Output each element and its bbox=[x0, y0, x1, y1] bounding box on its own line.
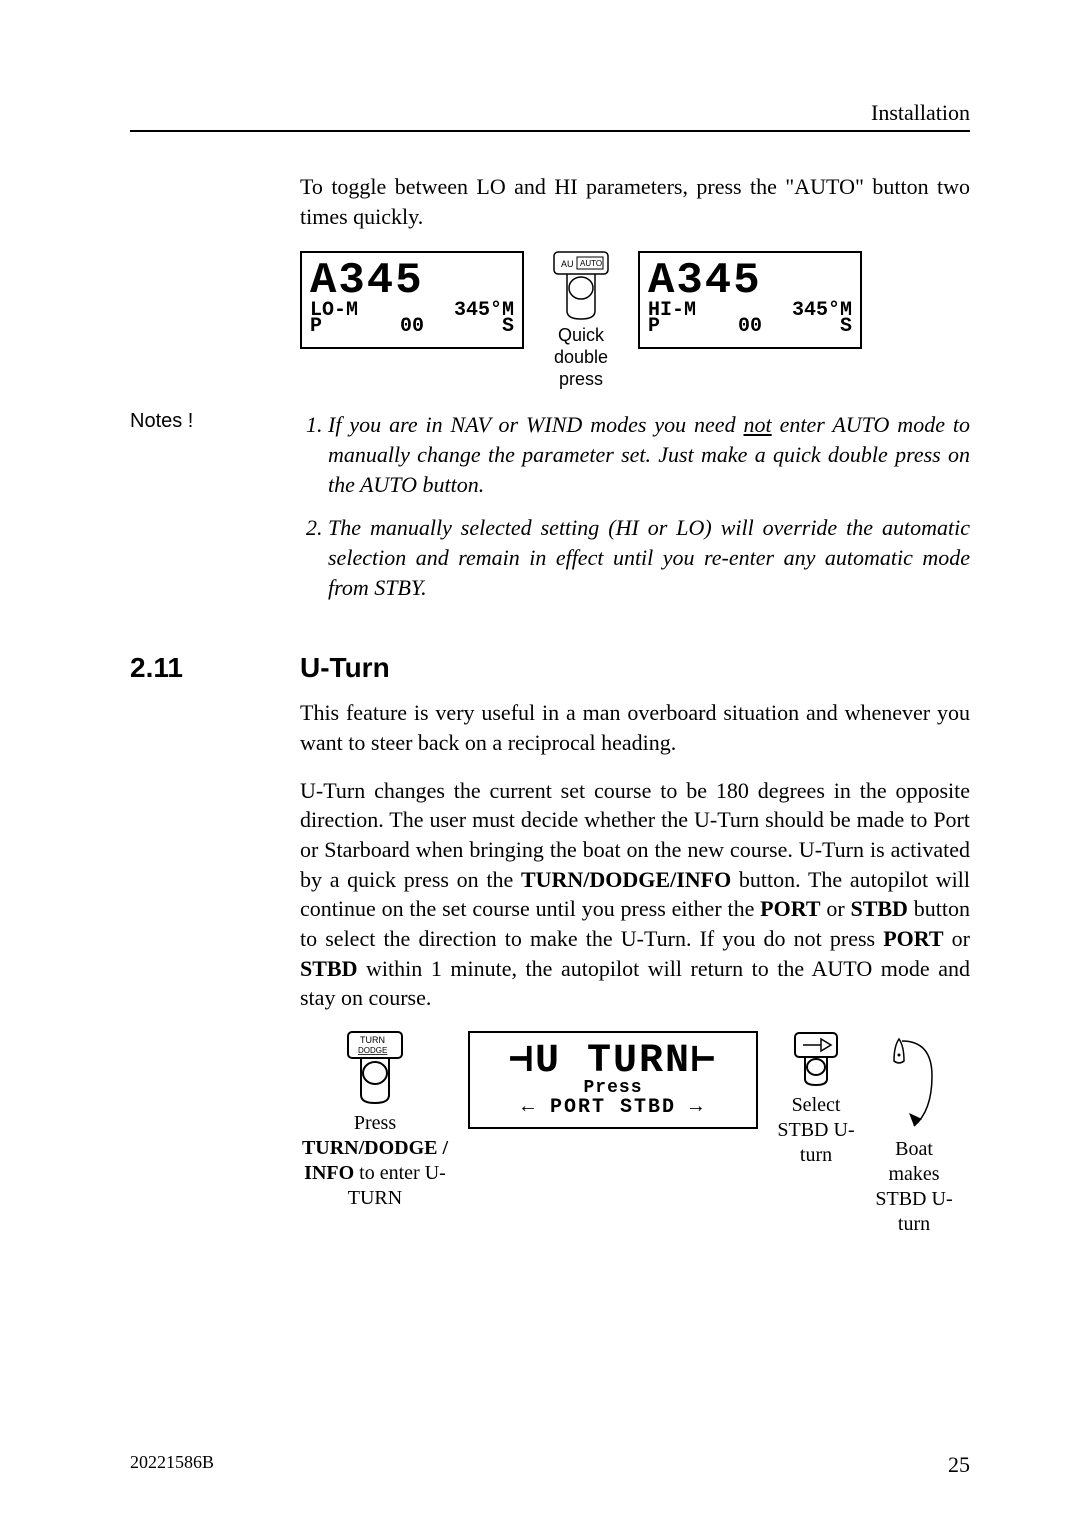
uturn-col-1: TURN DODGE Press TURN/DODGE / INFO to en… bbox=[300, 1031, 450, 1211]
p2k: within 1 minute, the autopilot will retu… bbox=[300, 956, 970, 1011]
p2j: STBD bbox=[300, 956, 357, 981]
dodge-label: DODGE bbox=[358, 1046, 387, 1055]
uturn-lcd: ⊣U TURN⊢ Press ← PORT STBD → bbox=[468, 1031, 758, 1129]
turn-label: TURN bbox=[360, 1035, 385, 1045]
uturn-col-4: Boat makes STBD U-turn bbox=[874, 1031, 954, 1237]
page-header: Installation bbox=[130, 100, 970, 132]
uturn-lcd-line3: ← PORT STBD → bbox=[470, 1096, 756, 1119]
boat-uturn-icon bbox=[884, 1031, 944, 1131]
p2i: or bbox=[944, 926, 970, 951]
uturn-para-1: This feature is very useful in a man ove… bbox=[300, 698, 970, 757]
notes-body: If you are in NAV or WIND modes you need… bbox=[300, 410, 970, 616]
p2d: PORT bbox=[760, 896, 820, 921]
lcd-diagram-row: A345 LO-M 345°M P 00 S AU AUTO Quick dou… bbox=[300, 251, 970, 390]
section-heading: 2.11 U-Turn bbox=[130, 652, 970, 684]
uturn-diagram-row: TURN DODGE Press TURN/DODGE / INFO to en… bbox=[300, 1031, 970, 1237]
uturn-col-2: ⊣U TURN⊢ Press ← PORT STBD → bbox=[468, 1031, 758, 1129]
notes-item-1: If you are in NAV or WIND modes you need… bbox=[328, 410, 970, 499]
notes-block: Notes ! If you are in NAV or WIND modes … bbox=[130, 410, 970, 616]
lcd1-big: A345 bbox=[310, 259, 514, 303]
auto-button-icon: AU AUTO bbox=[553, 251, 609, 321]
lcd1-s: S bbox=[502, 317, 514, 337]
cap1c: to enter U-TURN bbox=[348, 1162, 446, 1209]
lcd2-val: 00 bbox=[738, 317, 762, 337]
doc-number: 20221586B bbox=[130, 1452, 214, 1478]
notes-item-2: The manually selected setting (HI or LO)… bbox=[328, 513, 970, 602]
auto-button-col: AU AUTO Quick double press bbox=[536, 251, 626, 390]
turn-dodge-button-icon: TURN DODGE bbox=[345, 1031, 405, 1105]
notes-item-1u: not bbox=[744, 412, 772, 437]
p2h: PORT bbox=[883, 926, 943, 951]
lcd1-val: 00 bbox=[400, 317, 424, 337]
lcd-display-hi: A345 HI-M 345°M P 00 S bbox=[638, 251, 862, 349]
notes-label: Notes ! bbox=[130, 410, 300, 433]
p2e: or bbox=[821, 896, 851, 921]
uturn-lcd-line1: ⊣U TURN⊢ bbox=[470, 1035, 756, 1084]
lcd-display-lo: A345 LO-M 345°M P 00 S bbox=[300, 251, 524, 349]
intro-paragraph: To toggle between LO and HI parameters, … bbox=[300, 172, 970, 231]
page-number: 25 bbox=[948, 1452, 970, 1478]
notes-item-1a: If you are in NAV or WIND modes you need bbox=[328, 412, 744, 437]
uturn-caption-3: Boat makes STBD U-turn bbox=[874, 1137, 954, 1237]
p2f: STBD bbox=[850, 896, 907, 921]
page-footer: 20221586B 25 bbox=[130, 1452, 970, 1478]
uturn-col-3: Select STBD U-turn bbox=[776, 1031, 856, 1168]
lcd1-p: P bbox=[310, 317, 322, 337]
btn-tiny1: AU bbox=[561, 259, 574, 269]
uturn-caption-2: Select STBD U-turn bbox=[776, 1093, 856, 1168]
cap1a: Press bbox=[354, 1112, 396, 1134]
section-title: U-Turn bbox=[300, 652, 390, 684]
lcd2-s: S bbox=[840, 317, 852, 337]
lcd2-big: A345 bbox=[648, 259, 852, 303]
p2b: TURN/DODGE/INFO bbox=[521, 867, 731, 892]
auto-button-caption: Quick double press bbox=[536, 325, 626, 390]
stbd-arrow-button-icon bbox=[793, 1031, 839, 1087]
uturn-para-2: U-Turn changes the current set course to… bbox=[300, 776, 970, 1014]
uturn-caption-1: Press TURN/DODGE / INFO to enter U-TURN bbox=[300, 1111, 450, 1211]
btn-tiny2: AUTO bbox=[580, 259, 602, 268]
section-number: 2.11 bbox=[130, 652, 300, 684]
lcd2-p: P bbox=[648, 317, 660, 337]
